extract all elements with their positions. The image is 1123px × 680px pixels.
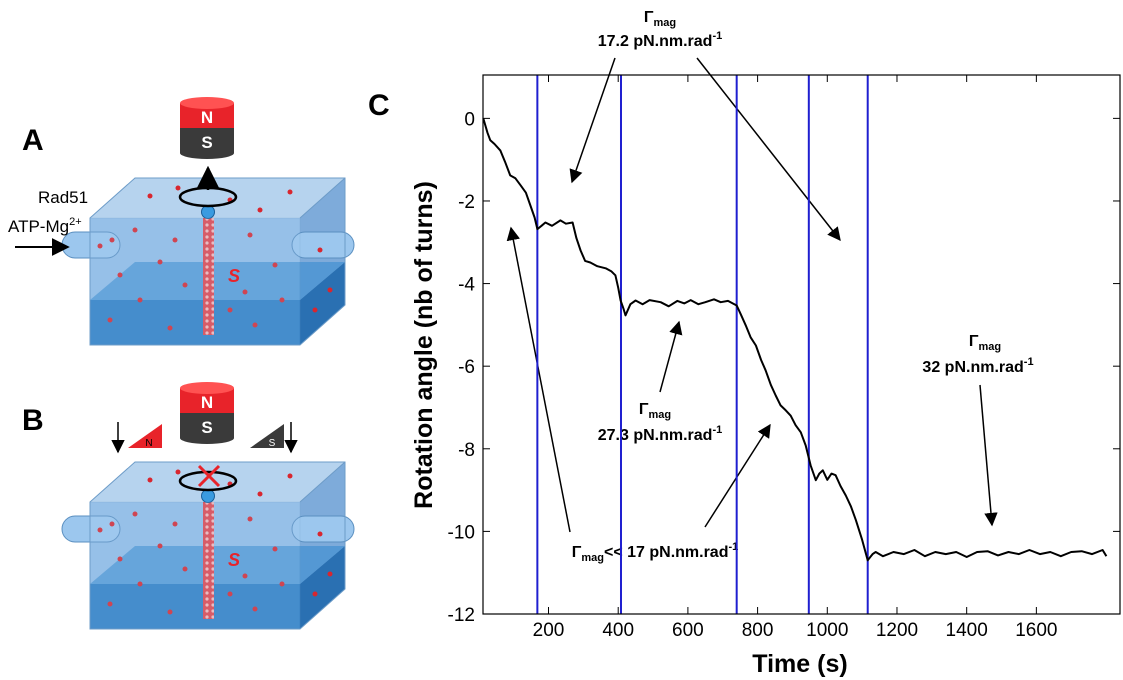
x-tick-label: 1400 <box>946 620 988 641</box>
molecule-label: S <box>228 550 240 570</box>
wedge <box>250 424 284 448</box>
x-tick-label: 1000 <box>806 620 848 641</box>
magnet-bottom <box>180 147 234 159</box>
annotation: 27.3 pN.nm.rad-1 <box>598 424 722 444</box>
subscript: mag <box>979 341 1002 353</box>
superscript: -1 <box>712 424 722 436</box>
y-tick-label: -12 <box>448 605 475 626</box>
panel-b: B N S N S S <box>22 382 355 630</box>
annotation: Γmag<< 17 pN.nm.rad-1 <box>572 541 739 564</box>
x-tick-label: 1200 <box>876 620 918 641</box>
subscript: mag <box>649 409 672 421</box>
arrow <box>979 384 998 527</box>
annotation-text: << 17 pN.nm.rad <box>604 544 729 561</box>
x-axis-label: Time (s) <box>752 650 847 678</box>
x-tick-label: 600 <box>672 620 704 641</box>
annotation: Γmag <box>639 401 671 421</box>
wedge-north: N <box>145 438 152 449</box>
y-tick-label: -6 <box>458 357 475 378</box>
magnet-top <box>180 97 234 109</box>
magnet-top <box>180 382 234 394</box>
x-tick-label: 200 <box>533 620 565 641</box>
rotation <box>178 470 238 492</box>
magnet-north: N <box>201 393 213 412</box>
annotation: 32 pN.nm.rad-1 <box>922 356 1033 376</box>
panel-a: A N S S Rad51 ATP-Mg2+ <box>8 97 355 346</box>
cofactor-name: ATP-Mg <box>8 217 69 236</box>
magnet-bottom <box>180 432 234 444</box>
arrow <box>659 320 683 393</box>
symbol: Γ <box>572 544 582 561</box>
y-axis-label: Rotation angle (nb of turns) <box>410 181 438 509</box>
annotation-text: 32 pN.nm.rad <box>922 359 1023 376</box>
magnet-south: S <box>201 133 212 152</box>
panel-label: C <box>368 89 390 122</box>
annotation: Γmag <box>644 9 676 29</box>
arrow <box>506 226 571 533</box>
annotation: Γmag <box>969 333 1001 353</box>
y-tick-label: -10 <box>448 522 475 543</box>
symbol: Γ <box>639 401 649 418</box>
cofactor: ATP-Mg2+ <box>8 216 82 236</box>
panel-c: C Time (s) Rotation angle (nb of turns) … <box>368 9 1121 678</box>
panel-label: B <box>22 404 44 437</box>
flow-cell <box>61 461 355 630</box>
molecule-label: S <box>228 266 240 286</box>
annotation-text: 17.2 pN.nm.rad <box>598 33 713 50</box>
annotation-text: 27.3 pN.nm.rad <box>598 427 713 444</box>
y-tick-label: -4 <box>458 275 475 296</box>
superscript: -1 <box>712 30 722 42</box>
plot-area <box>483 75 1120 614</box>
cofactor-charge: 2+ <box>69 216 82 228</box>
plot-frame <box>482 74 1121 615</box>
y-tick-label: -8 <box>458 440 475 461</box>
arrow <box>569 57 616 184</box>
y-tick-label: -2 <box>458 192 475 213</box>
blocked-mark <box>197 464 221 488</box>
superscript: -1 <box>1024 356 1034 368</box>
subscript: mag <box>654 17 677 29</box>
x-tick-label: 1600 <box>1015 620 1057 641</box>
symbol: Γ <box>969 333 979 350</box>
magnet-south: S <box>201 418 212 437</box>
reagent: Rad51 <box>38 188 88 207</box>
x-tick-label: 800 <box>742 620 774 641</box>
symbol: Γ <box>644 9 654 26</box>
wedge <box>128 424 162 448</box>
trace <box>482 118 1108 562</box>
flow-cell <box>61 177 355 346</box>
superscript: -1 <box>728 541 738 553</box>
arrow <box>696 57 841 242</box>
x-tick-label: 400 <box>602 620 634 641</box>
annotation: 17.2 pN.nm.rad-1 <box>598 30 722 50</box>
magnet-north: N <box>201 108 213 127</box>
subscript: mag <box>581 552 604 564</box>
wedge-south: S <box>269 438 276 449</box>
panel-label: A <box>22 124 44 157</box>
y-tick-label: 0 <box>464 109 475 130</box>
